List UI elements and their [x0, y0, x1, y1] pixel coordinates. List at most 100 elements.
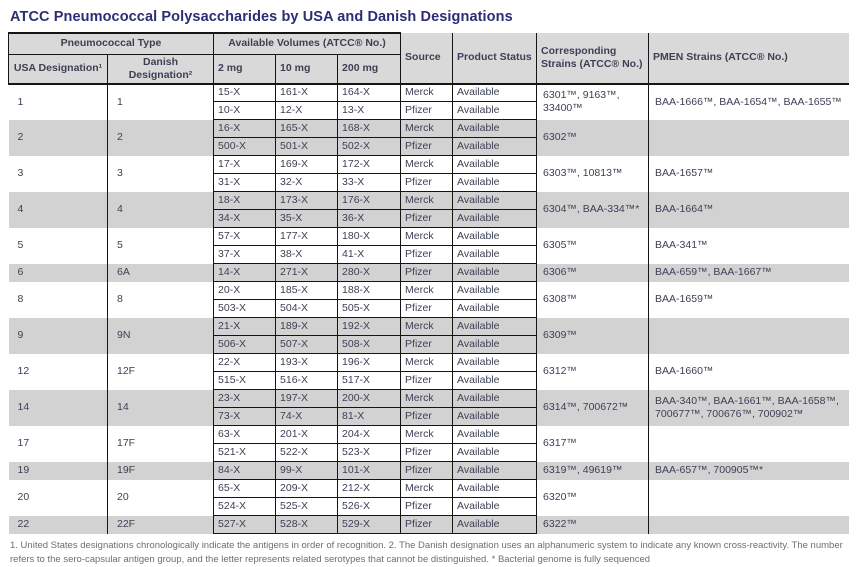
table-row: 9 9N 21-X 189-X 192-X Merck Available 6309™: [8, 317, 849, 354]
volume-2mg-cell: 21-X: [213, 317, 277, 337]
danish-designation-cell: 2: [107, 119, 215, 156]
volume-200mg-cell: 204-X: [337, 425, 402, 445]
volume-200mg-cell: 101-X: [337, 461, 402, 481]
volume-200mg-cell: 172-X: [337, 155, 402, 175]
usa-designation-cell: 4: [8, 191, 108, 228]
corresponding-strains-cell: 6319™, 49619™: [536, 461, 650, 480]
product-status-cell: Available: [452, 227, 538, 247]
danish-designation-cell: 5: [107, 227, 215, 264]
volume-10mg-cell: 193-X: [275, 353, 339, 373]
table-row: 17 17F 63-X 201-X 204-X Merck Available 6317™: [8, 425, 849, 462]
product-status-cell: Available: [452, 191, 538, 211]
source-cell: Pfizer: [400, 173, 454, 193]
volume-10mg-cell: 504-X: [275, 299, 339, 319]
volume-2mg-cell: 527-X: [213, 515, 277, 535]
header-row-groups: Pneumococcal Type Available Volumes (ATC…: [7, 32, 849, 85]
product-status-cell: Available: [452, 497, 538, 517]
pmen-strains-cell: BAA-340™, BAA-1661™, BAA-1658™, 700677™,…: [648, 389, 849, 426]
volume-200mg-cell: 280-X: [337, 263, 402, 283]
source-cell: Pfizer: [400, 209, 454, 229]
table-row: 2 2 16-X 165-X 168-X Merck Available 6302™: [8, 119, 849, 156]
source-cell: Pfizer: [400, 101, 454, 121]
source-cell: Merck: [400, 281, 454, 301]
volume-2mg-cell: 10-X: [213, 101, 277, 121]
header-200mg: 200 mg: [337, 53, 402, 85]
table-row: 6 6A 14-X 271-X 280-X Pfizer Available 6306™ BAA…: [8, 263, 849, 283]
header-product-status: Product Status: [452, 33, 538, 85]
volume-10mg-cell: 35-X: [275, 209, 339, 229]
volume-2mg-cell: 20-X: [213, 281, 277, 301]
usa-designation-cell: 2: [8, 119, 108, 156]
header-usa-designation: USA Designation¹: [8, 53, 108, 85]
volume-200mg-cell: 517-X: [337, 371, 402, 391]
corresponding-strains-cell: 6305™: [536, 227, 650, 264]
source-cell: Merck: [400, 479, 454, 499]
table-row: 73-X 74-X 81-X Pfizer Available: [9, 407, 849, 427]
product-status-cell: Available: [452, 479, 538, 499]
volume-10mg-cell: 189-X: [275, 317, 339, 337]
usa-designation-cell: 14: [8, 389, 108, 426]
volume-200mg-cell: 168-X: [337, 119, 402, 139]
table-row: 12 12F 22-X 193-X 196-X Merck Available 6312™ BA…: [8, 353, 849, 390]
footnote: 1. United States designations chronologi…: [10, 540, 843, 566]
volume-10mg-cell: 177-X: [275, 227, 339, 247]
product-status-cell: Available: [452, 461, 538, 481]
product-status-cell: Available: [452, 83, 538, 103]
danish-designation-cell: 17F: [107, 425, 215, 462]
corresponding-strains-cell: 6309™: [536, 317, 650, 354]
header-pmen-strains: PMEN Strains (ATCC® No.): [648, 33, 849, 85]
volume-2mg-cell: 521-X: [213, 443, 277, 463]
volume-2mg-cell: 34-X: [213, 209, 277, 229]
danish-designation-cell: 14: [107, 389, 215, 426]
volume-200mg-cell: 176-X: [337, 191, 402, 211]
header-available-volumes: Available Volumes (ATCC® No.): [213, 32, 402, 55]
source-cell: Merck: [400, 227, 454, 247]
pmen-strains-cell: BAA-1659™: [648, 281, 849, 318]
volume-2mg-cell: 15-X: [213, 83, 277, 103]
source-cell: Merck: [400, 83, 454, 103]
volume-10mg-cell: 165-X: [275, 119, 339, 139]
volume-10mg-cell: 12-X: [275, 101, 339, 121]
source-cell: Merck: [400, 317, 454, 337]
product-status-cell: Available: [452, 281, 538, 301]
source-cell: Pfizer: [400, 443, 454, 463]
usa-designation-cell: 17: [8, 425, 108, 462]
volume-10mg-cell: 99-X: [275, 461, 339, 481]
volume-2mg-cell: 18-X: [213, 191, 277, 211]
volume-2mg-cell: 57-X: [213, 227, 277, 247]
source-cell: Pfizer: [400, 497, 454, 517]
danish-designation-cell: 22F: [107, 515, 215, 534]
volume-2mg-cell: 524-X: [213, 497, 277, 517]
pmen-strains-cell: BAA-1657™: [648, 155, 849, 192]
product-status-cell: Available: [452, 245, 538, 265]
volume-2mg-cell: 14-X: [213, 263, 277, 283]
corresponding-strains-cell: 6322™: [536, 515, 650, 534]
page-title: ATCC Pneumococcal Polysaccharides by USA…: [10, 9, 513, 25]
danish-designation-cell: 9N: [107, 317, 215, 354]
danish-designation-cell: 8: [107, 281, 215, 318]
table-header: Pneumococcal Type Available Volumes (ATC…: [7, 32, 849, 85]
volume-2mg-cell: 31-X: [213, 173, 277, 193]
corresponding-strains-cell: 6308™: [536, 281, 650, 318]
pmen-strains-cell: BAA-1660™: [648, 353, 849, 390]
usa-designation-cell: 12: [8, 353, 108, 390]
volume-10mg-cell: 522-X: [275, 443, 339, 463]
volume-10mg-cell: 271-X: [275, 263, 339, 283]
volume-10mg-cell: 209-X: [275, 479, 339, 499]
volume-2mg-cell: 73-X: [213, 407, 277, 427]
polysaccharides-table: Pneumococcal Type Available Volumes (ATC…: [7, 32, 849, 535]
volume-10mg-cell: 528-X: [275, 515, 339, 535]
header-2mg: 2 mg: [213, 53, 277, 85]
source-cell: Pfizer: [400, 299, 454, 319]
volume-200mg-cell: 523-X: [337, 443, 402, 463]
table-row: 5 5 57-X 177-X 180-X Merck Available 6305™ BAA-3…: [8, 227, 849, 264]
volume-200mg-cell: 502-X: [337, 137, 402, 157]
danish-designation-cell: 20: [107, 479, 215, 516]
table-row: 20 20 65-X 209-X 212-X Merck Available 6320™: [8, 479, 849, 516]
corresponding-strains-cell: 6320™: [536, 479, 650, 516]
header-10mg: 10 mg: [275, 53, 339, 85]
volume-2mg-cell: 16-X: [213, 119, 277, 139]
source-cell: Pfizer: [400, 371, 454, 391]
volume-2mg-cell: 506-X: [213, 335, 277, 355]
header-row-columns: USA Designation¹ Danish Designation² 2 m…: [8, 53, 849, 85]
